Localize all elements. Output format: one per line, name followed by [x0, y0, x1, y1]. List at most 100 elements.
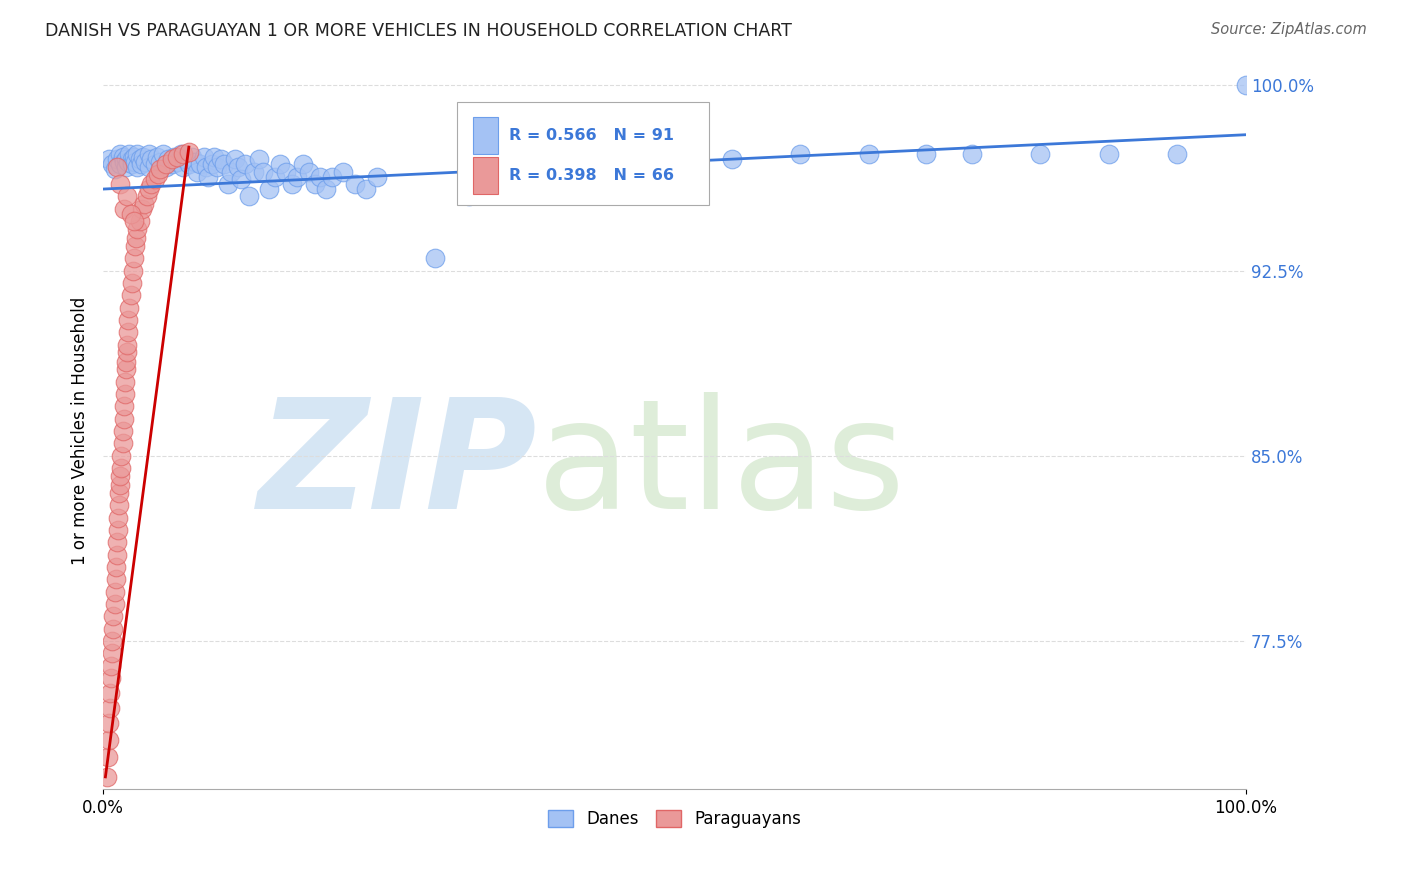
Point — [537, 157, 560, 171]
Point — [117, 313, 139, 327]
Point — [111, 436, 134, 450]
Point — [219, 165, 242, 179]
Point — [217, 177, 239, 191]
Point — [243, 165, 266, 179]
Point — [287, 169, 309, 184]
Point — [114, 375, 136, 389]
Point — [209, 153, 232, 167]
Point — [117, 326, 139, 340]
Point — [720, 153, 742, 167]
Point — [309, 169, 332, 184]
Point — [115, 362, 138, 376]
Point — [257, 182, 280, 196]
Point — [134, 154, 156, 169]
Point — [298, 165, 321, 179]
Point — [149, 162, 172, 177]
Point — [194, 160, 217, 174]
Point — [274, 165, 297, 179]
Point — [105, 160, 128, 174]
Point — [202, 150, 225, 164]
Point — [107, 510, 129, 524]
Point — [1029, 147, 1052, 161]
Point — [103, 597, 125, 611]
Point — [97, 153, 120, 167]
Point — [122, 251, 145, 265]
Point — [138, 182, 160, 196]
Point — [111, 150, 134, 164]
Point — [110, 468, 132, 483]
Point — [1166, 147, 1188, 161]
Point — [247, 153, 270, 167]
FancyBboxPatch shape — [474, 157, 499, 194]
Point — [174, 153, 197, 167]
Point — [108, 486, 131, 500]
Point — [103, 162, 125, 177]
Point — [134, 197, 156, 211]
Point — [1234, 78, 1257, 93]
Point — [131, 202, 153, 216]
Point — [112, 400, 135, 414]
Point — [155, 157, 177, 171]
Point — [110, 449, 132, 463]
Point — [366, 169, 388, 184]
Point — [354, 182, 377, 196]
Point — [110, 147, 132, 161]
Point — [207, 160, 229, 174]
Point — [100, 658, 122, 673]
Point — [124, 154, 146, 169]
Point — [664, 147, 686, 161]
Point — [143, 157, 166, 171]
Text: R = 0.398   N = 66: R = 0.398 N = 66 — [509, 168, 673, 183]
Point — [120, 207, 142, 221]
Point — [188, 157, 211, 171]
Point — [177, 145, 200, 159]
Text: atlas: atlas — [537, 392, 907, 541]
Point — [118, 147, 141, 161]
Point — [197, 169, 219, 184]
Point — [115, 153, 138, 167]
Point — [263, 169, 285, 184]
Point — [115, 160, 138, 174]
Point — [160, 153, 183, 167]
Point — [108, 498, 131, 512]
Point — [143, 172, 166, 186]
Point — [177, 157, 200, 171]
Point — [292, 157, 315, 171]
Point — [127, 160, 149, 174]
Point — [107, 523, 129, 537]
Point — [105, 548, 128, 562]
Point — [160, 157, 183, 171]
Point — [789, 147, 811, 161]
Point — [135, 189, 157, 203]
Point — [124, 239, 146, 253]
Point — [97, 750, 120, 764]
Point — [304, 177, 326, 191]
Point — [97, 732, 120, 747]
Point — [233, 157, 256, 171]
Text: DANISH VS PARAGUAYAN 1 OR MORE VEHICLES IN HOUSEHOLD CORRELATION CHART: DANISH VS PARAGUAYAN 1 OR MORE VEHICLES … — [45, 22, 792, 40]
Point — [146, 167, 169, 181]
Point — [172, 147, 194, 161]
Point — [146, 150, 169, 164]
Point — [112, 202, 135, 216]
Point — [149, 154, 172, 169]
Point — [98, 700, 121, 714]
Point — [122, 150, 145, 164]
Point — [104, 572, 127, 586]
Point — [163, 150, 186, 164]
Point — [132, 150, 155, 164]
Point — [125, 231, 148, 245]
Point — [139, 153, 162, 167]
Point — [858, 147, 880, 161]
Point — [321, 169, 343, 184]
Point — [103, 622, 125, 636]
Point — [166, 154, 188, 169]
Point — [423, 251, 446, 265]
Point — [315, 182, 337, 196]
Point — [183, 154, 205, 169]
Point — [157, 153, 180, 167]
Point — [115, 189, 138, 203]
Point — [343, 177, 366, 191]
Point — [583, 153, 606, 167]
Point — [155, 160, 177, 174]
